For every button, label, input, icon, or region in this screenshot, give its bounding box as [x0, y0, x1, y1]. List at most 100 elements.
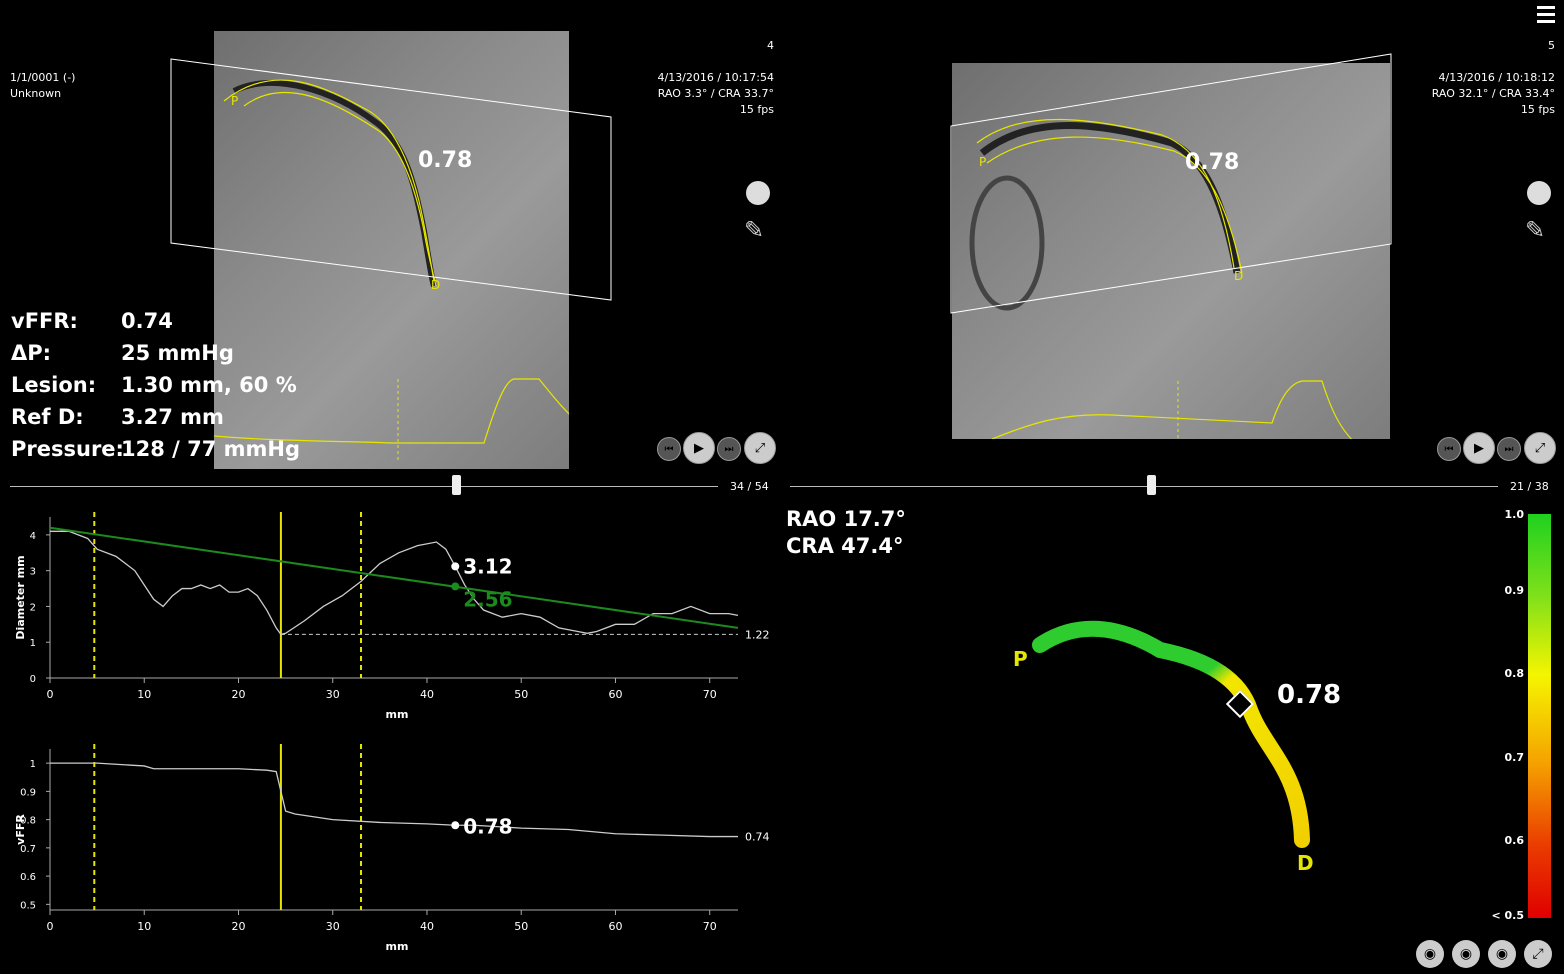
- right-fps: 15 fps: [1520, 103, 1555, 116]
- metric-vffr-label: vFFR:: [11, 309, 78, 333]
- right-angles: RAO 32.1° / CRA 33.4°: [1431, 87, 1555, 100]
- diameter-marker-value: 3.12: [463, 554, 512, 578]
- right-expand-button[interactable]: ⤢: [1524, 432, 1556, 464]
- y-tick-label: 1: [30, 759, 36, 770]
- right-last-frame-button[interactable]: ⏭: [1497, 437, 1521, 461]
- vffr-marker-value: 0.78: [463, 814, 512, 838]
- right-play-button[interactable]: ▶: [1463, 432, 1495, 464]
- right-frame-total: 38: [1534, 480, 1549, 493]
- left-frame-separator: /: [747, 480, 752, 493]
- model-value: 0.78: [1277, 680, 1342, 710]
- left-frame-slider-thumb[interactable]: [452, 475, 462, 495]
- x-tick-label: 50: [514, 920, 528, 933]
- y-tick-label: 0.8: [20, 816, 36, 827]
- vffr-end-label: 0.74: [745, 831, 770, 844]
- vffr-marker: [451, 821, 460, 830]
- left-label-d: D: [431, 278, 441, 292]
- right-frame-info: 5 4/13/2016 / 10:18:12 RAO 32.1° / CRA 3…: [1380, 38, 1555, 118]
- x-tick-label: 10: [137, 920, 151, 933]
- reference-marker: [451, 582, 460, 591]
- left-pencil-icon[interactable]: ✎: [744, 216, 765, 244]
- left-vessel-overlay: [214, 79, 569, 461]
- eye-icon[interactable]: ◉: [1488, 940, 1516, 968]
- left-frame-slider[interactable]: [10, 486, 718, 487]
- metric-pressure-value: 128 / 77 mmHg: [121, 437, 301, 461]
- y-axis-label: vFFR: [14, 814, 27, 845]
- left-vessel-value: 0.78: [418, 148, 473, 173]
- y-tick-label: 0: [30, 674, 36, 685]
- patient-name: Unknown: [10, 87, 62, 100]
- metric-lesion-label: Lesion:: [11, 373, 97, 397]
- x-tick-label: 20: [231, 920, 245, 933]
- diameter-series: [50, 530, 739, 636]
- metric-dp-value: 25 mmHg: [121, 341, 234, 365]
- y-tick-label: 2: [30, 602, 36, 613]
- x-tick-label: 50: [514, 688, 528, 701]
- left-frame-index: 4: [767, 39, 774, 52]
- reference-diameter-series: [49, 526, 739, 629]
- y-tick-label: 1: [30, 638, 36, 649]
- y-axis-label: Diameter mm: [14, 555, 27, 639]
- patient-id: 1/1/0001 (-): [10, 71, 76, 84]
- left-angles: RAO 3.3° / CRA 33.7°: [657, 87, 774, 100]
- left-datetime: 4/13/2016 / 10:17:54: [657, 71, 774, 84]
- left-play-button[interactable]: ▶: [683, 432, 715, 464]
- reference-marker-value: 2.56: [463, 587, 512, 611]
- right-frame-current: 21: [1510, 480, 1524, 493]
- right-label-p: P: [979, 155, 987, 169]
- right-frame-slider-thumb[interactable]: [1147, 475, 1157, 495]
- left-first-frame-button[interactable]: ⏮: [657, 437, 681, 461]
- x-tick-label: 10: [137, 688, 151, 701]
- vffr-chart[interactable]: 0 10 20 30 40 50 60 70 0.5 0.6 0.7 0.8 0.9 1 mm vFFR 0.7…: [0, 737, 780, 957]
- metric-lesion-value: 1.30 mm, 60 %: [121, 373, 297, 397]
- diameter-marker: [451, 562, 460, 571]
- y-tick-label: 0.6: [20, 872, 36, 883]
- scale-label-1-0: 1.0: [1504, 508, 1525, 521]
- cra-angle: CRA 47.4°: [786, 534, 904, 558]
- left-frame-current: 34: [730, 480, 744, 493]
- left-brightness-icon[interactable]: [746, 181, 770, 205]
- right-angio-image: [952, 63, 1390, 439]
- scale-label-0-8: 0.8: [1504, 667, 1525, 680]
- right-frame-counter: 21 / 38: [1510, 479, 1549, 495]
- right-vessel-value: 0.78: [1185, 150, 1240, 175]
- metric-pressure-label: Pressure:: [11, 437, 124, 461]
- left-last-frame-button[interactable]: ⏭: [717, 437, 741, 461]
- eye-icon[interactable]: ◉: [1452, 940, 1480, 968]
- projection-angles: RAO 17.7° CRA 47.4°: [786, 506, 906, 560]
- expand-icon[interactable]: ⤢: [1524, 940, 1552, 968]
- metric-refd-value: 3.27 mm: [121, 405, 224, 429]
- scale-label-0-7: 0.7: [1504, 751, 1525, 764]
- x-axis-label: mm: [386, 708, 409, 721]
- right-brightness-icon[interactable]: [1527, 181, 1551, 205]
- scale-label-0-9: 0.9: [1504, 584, 1525, 597]
- eye-icon[interactable]: ◉: [1416, 940, 1444, 968]
- scale-label-min: < 0.5: [1491, 909, 1524, 922]
- scale-label-0-6: 0.6: [1504, 834, 1525, 847]
- min-diameter-label: 1.22: [745, 628, 770, 641]
- y-tick-label: 0.9: [20, 787, 36, 798]
- x-tick-label: 0: [47, 920, 54, 933]
- rao-angle: RAO 17.7°: [786, 507, 906, 531]
- x-tick-label: 20: [231, 688, 245, 701]
- vffr-series: [50, 762, 738, 838]
- metric-vffr-value: 0.74: [121, 309, 173, 333]
- right-frame-slider[interactable]: [790, 486, 1498, 487]
- left-frame-total: 54: [754, 480, 769, 493]
- right-frame-separator: /: [1527, 480, 1532, 493]
- right-datetime: 4/13/2016 / 10:18:12: [1438, 71, 1555, 84]
- right-roi-box: [950, 53, 1392, 314]
- x-tick-label: 30: [326, 688, 340, 701]
- diameter-chart[interactable]: 0 10 20 30 40 50 60 70 0 1 2 3 4 mm Diameter mm 1.22 3.1…: [0, 505, 780, 725]
- x-tick-label: 60: [608, 920, 622, 933]
- right-first-frame-button[interactable]: ⏮: [1437, 437, 1461, 461]
- left-expand-button[interactable]: ⤢: [744, 432, 776, 464]
- right-vessel-overlay: [969, 118, 1353, 439]
- hamburger-menu-icon[interactable]: [1537, 6, 1555, 24]
- x-tick-label: 40: [420, 920, 434, 933]
- vessel-3d-model[interactable]: [1000, 600, 1360, 880]
- right-pencil-icon[interactable]: ✎: [1525, 216, 1546, 244]
- x-tick-label: 40: [420, 688, 434, 701]
- x-axis-label: mm: [386, 940, 409, 953]
- left-frame-counter: 34 / 54: [730, 479, 769, 495]
